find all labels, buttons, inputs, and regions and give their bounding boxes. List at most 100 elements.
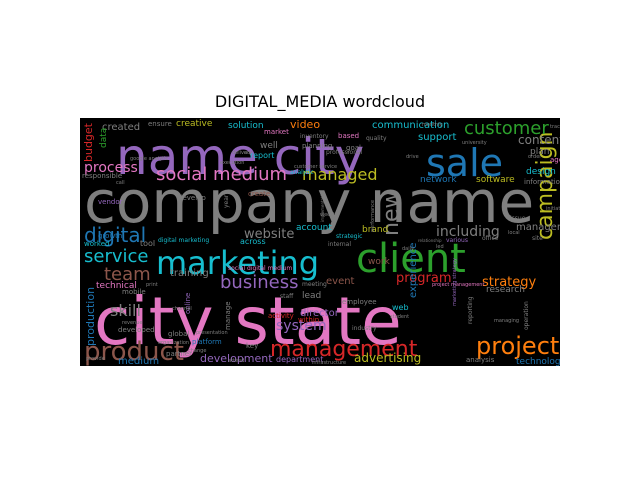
word-vendor: vendor (98, 198, 123, 206)
word-goal: goal (346, 144, 361, 152)
word-within: within (298, 316, 319, 324)
word-new: new (379, 191, 404, 236)
word-training: training (170, 268, 209, 279)
word-professional: professional (326, 149, 363, 156)
word-presentation: presentation (196, 330, 228, 336)
word-relationship: relationship (418, 238, 442, 243)
word-create: create (248, 190, 270, 198)
word-change: change (188, 348, 206, 354)
word-website: website (244, 227, 294, 242)
word-operation: operation (523, 301, 530, 330)
word-management: management (270, 337, 418, 362)
word-managing: managing (494, 318, 519, 324)
word-marketing: marketing (156, 244, 319, 282)
word-university: university (462, 140, 487, 146)
word-monthly: monthly (422, 122, 443, 128)
word-analytic: analytic (290, 169, 314, 176)
word-growth: growth (98, 232, 122, 240)
wordcloud-words: company name city state name city client sal… (82, 118, 560, 366)
word-network: network (420, 175, 457, 185)
word-channel: channel (172, 306, 192, 312)
word-internal: internal (328, 241, 351, 248)
word-platform: platform (192, 338, 222, 346)
word-technical: technical (96, 281, 137, 291)
word-software: software (476, 175, 515, 185)
word-partner: partner (166, 350, 192, 358)
word-process: process (84, 160, 138, 176)
word-project: project (476, 332, 559, 360)
word-web: web (392, 303, 409, 312)
word-planning: planning (302, 142, 332, 150)
word-plan: plan (530, 147, 549, 157)
word-employee: employee (342, 298, 377, 306)
word-budget: budget (82, 122, 95, 162)
word-mobile: mobile (122, 288, 146, 296)
word-medium: medium (118, 356, 159, 366)
word-brand: brand (362, 225, 388, 235)
word-creative: creative (176, 119, 213, 129)
word-work: work (368, 257, 391, 267)
word-customer: customer (464, 118, 549, 139)
word-development: development (200, 352, 273, 365)
word-quality: quality (366, 135, 387, 142)
word-year: year (223, 194, 230, 208)
word-project-management: project management (432, 282, 484, 288)
word-led: led (436, 244, 444, 250)
word-production: production (84, 287, 97, 346)
word-revenue: revenue (122, 320, 142, 326)
word-event: event (326, 276, 355, 287)
word-manage: manage (224, 301, 232, 330)
word-across: across (240, 237, 266, 246)
word-account: account (296, 223, 332, 233)
word-company-name: company name (84, 168, 534, 236)
word-system: system (276, 318, 327, 334)
word-strategic: strategic (336, 233, 362, 240)
word-skill: skill (110, 301, 141, 320)
word-inventory: inventory (300, 133, 329, 140)
word-content: content (518, 133, 560, 147)
word-managed: managed (302, 165, 378, 184)
word-report: report (250, 151, 274, 160)
word-service: service (84, 246, 148, 267)
word-support: support (418, 132, 456, 143)
word-well: well (260, 141, 278, 151)
word-staff: staff (280, 293, 294, 300)
chart-title: DIGITAL_MEDIA wordcloud (214, 92, 426, 111)
word-tracking: tracking (550, 124, 560, 130)
word-develop: develop (178, 194, 206, 202)
word-client: client (356, 236, 466, 282)
word-daily: daily (402, 246, 414, 252)
word-various: various (446, 237, 468, 244)
word-video: video (290, 118, 320, 131)
word-drive: drive (406, 154, 419, 160)
word-student: student (390, 314, 409, 320)
word-city-state: city state (94, 283, 402, 360)
word-digital: digital (84, 223, 146, 247)
word-sale: sale (426, 141, 503, 185)
wordcloud-background (80, 118, 560, 366)
word-ad: ad (244, 150, 250, 156)
word-analysis: analysis (466, 356, 495, 364)
word-experience: experience (408, 243, 419, 298)
word-solution: solution (228, 121, 264, 131)
word-weekly: weekly (320, 212, 338, 218)
word-infrastructure: infrastructure (312, 360, 346, 366)
word-product: product (84, 337, 184, 366)
word-name-city: name city (116, 128, 364, 186)
word-agency: agency (550, 156, 560, 164)
word-responsible: responsible (82, 172, 122, 180)
word-key: key (246, 342, 258, 350)
word-developed: developed (118, 326, 155, 334)
word-advertising: advertising (354, 351, 421, 365)
word-digital-marketing: digital marketing (158, 237, 209, 244)
word-online: online (184, 293, 192, 314)
word-call: call (116, 180, 125, 186)
word-implementation: implementation (320, 190, 325, 222)
word-research: research (486, 285, 525, 295)
word-industry: industry (352, 325, 377, 332)
word-customer-service: customer service (294, 164, 337, 170)
word-design: design (526, 167, 556, 177)
word-tool: tool (140, 239, 155, 248)
word-organization: organization (158, 340, 189, 346)
word-business: business (220, 272, 298, 293)
